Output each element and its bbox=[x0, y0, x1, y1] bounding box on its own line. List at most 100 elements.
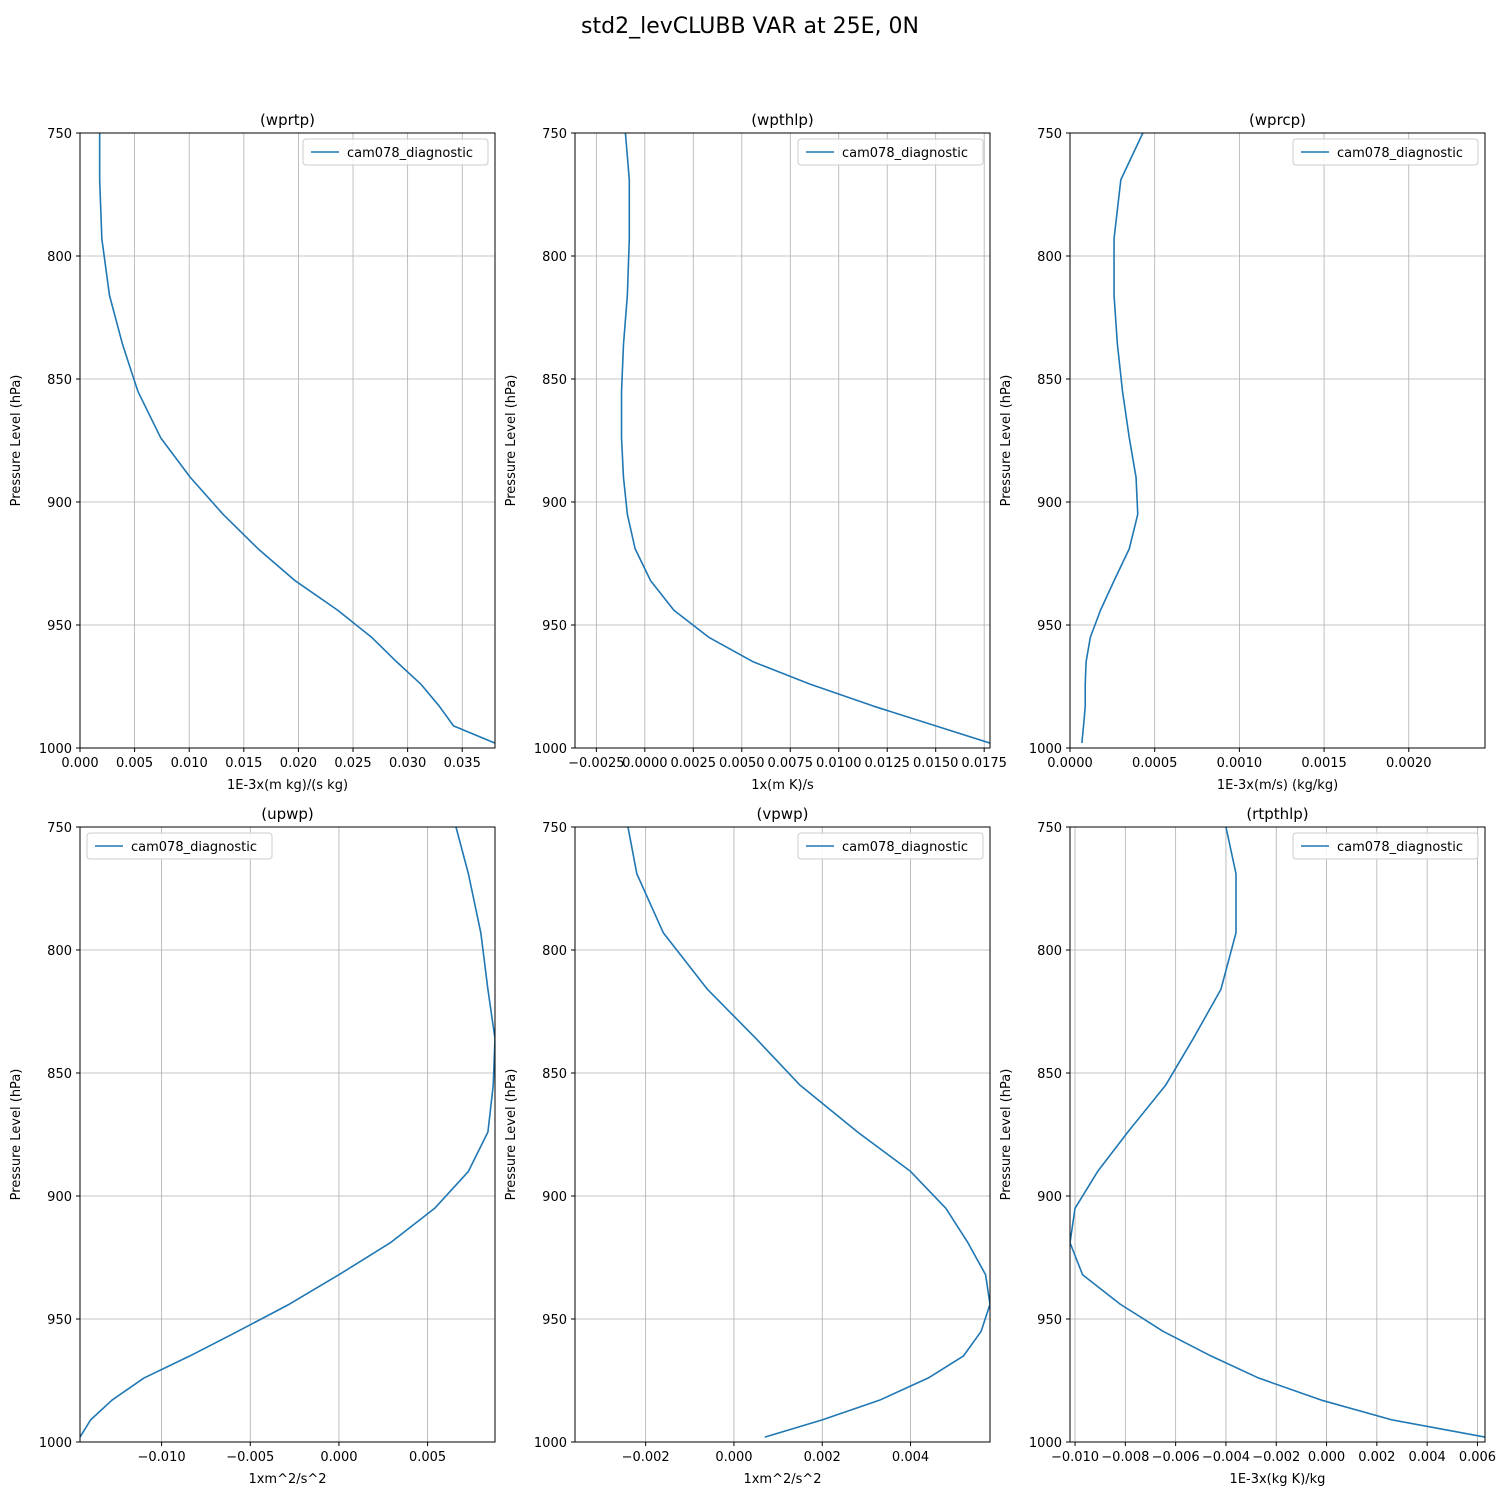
series-line-1 bbox=[1081, 133, 1144, 744]
x-tick-label: 0.035 bbox=[444, 756, 481, 771]
y-tick-label: 750 bbox=[1037, 821, 1062, 836]
y-tick-label: 1000 bbox=[1029, 1436, 1062, 1451]
plot-frame bbox=[79, 132, 496, 749]
y-tick-label: 950 bbox=[47, 1313, 72, 1328]
y-tick-label: 800 bbox=[47, 250, 72, 265]
y-tick-label: 750 bbox=[47, 821, 72, 836]
y-tick-label: 850 bbox=[1037, 1067, 1062, 1082]
x-tick-label: 0.020 bbox=[280, 756, 317, 771]
series-line-1 bbox=[620, 133, 990, 744]
x-tick-label: −0.008 bbox=[1101, 1450, 1149, 1465]
plot-frame bbox=[1069, 826, 1486, 1443]
x-tick-label: 0.0175 bbox=[961, 756, 1007, 771]
legend: cam078_diagnostic bbox=[797, 138, 984, 166]
subplot-title: (wprcp) bbox=[1249, 111, 1306, 129]
x-tick-label: 0.005 bbox=[409, 1450, 446, 1465]
y-axis-label: Pressure Level (hPa) bbox=[9, 1069, 24, 1201]
y-tick-label: 950 bbox=[542, 619, 567, 634]
plot-frame bbox=[1069, 132, 1486, 749]
x-tick-label: 0.030 bbox=[389, 756, 426, 771]
subplot-6: −0.010 −0.008 −0.006 −0.004 −0.002 0.000 0.002… bbox=[999, 805, 1496, 1487]
x-tick-label: 0.006 bbox=[1459, 1450, 1496, 1465]
x-tick-label: 0.0100 bbox=[816, 756, 862, 771]
x-tick-label: −0.002 bbox=[1252, 1450, 1300, 1465]
y-tick-label: 750 bbox=[542, 127, 567, 142]
y-tick-label: 850 bbox=[542, 373, 567, 388]
x-axis-label: 1E-3x(kg K)/kg bbox=[1230, 1472, 1326, 1487]
x-tick-label: −0.005 bbox=[226, 1450, 274, 1465]
y-tick-label: 800 bbox=[1037, 944, 1062, 959]
subplot-3: 0.0000 0.0005 0.0010 0.0015 0.0020 750 800 850 9… bbox=[999, 111, 1486, 793]
plot-frame bbox=[79, 826, 496, 1443]
plot-frame bbox=[574, 132, 991, 749]
y-tick-label: 950 bbox=[1037, 619, 1062, 634]
y-tick-label: 900 bbox=[47, 1190, 72, 1205]
x-tick-label: 0.0000 bbox=[1047, 756, 1093, 771]
y-axis-label: Pressure Level (hPa) bbox=[999, 375, 1014, 507]
x-tick-label: 0.0075 bbox=[768, 756, 814, 771]
series-line-1 bbox=[98, 133, 495, 744]
y-tick-label: 850 bbox=[542, 1067, 567, 1082]
x-tick-label: 0.0020 bbox=[1386, 756, 1432, 771]
x-tick-label: 0.004 bbox=[892, 1450, 929, 1465]
x-axis-label: 1E-3x(m kg)/(s kg) bbox=[227, 778, 348, 793]
y-tick-label: 750 bbox=[47, 127, 72, 142]
x-tick-label: 0.002 bbox=[1358, 1450, 1395, 1465]
x-tick-label: 0.000 bbox=[320, 1450, 357, 1465]
series-line-1 bbox=[627, 827, 990, 1438]
x-tick-label: 0.0000 bbox=[622, 756, 668, 771]
x-axis-label: 1E-3x(m/s) (kg/kg) bbox=[1217, 778, 1338, 793]
y-axis-label: Pressure Level (hPa) bbox=[9, 375, 24, 507]
x-tick-label: −0.010 bbox=[1051, 1450, 1099, 1465]
y-tick-label: 750 bbox=[542, 821, 567, 836]
x-tick-label: 0.000 bbox=[1308, 1450, 1345, 1465]
y-tick-label: 1000 bbox=[534, 742, 567, 757]
x-tick-label: 0.0005 bbox=[1132, 756, 1178, 771]
x-tick-label: 0.015 bbox=[225, 756, 262, 771]
subplot-title: (upwp) bbox=[261, 805, 314, 823]
y-tick-label: 900 bbox=[1037, 496, 1062, 511]
x-tick-label: 0.005 bbox=[116, 756, 153, 771]
x-tick-label: 0.0050 bbox=[719, 756, 765, 771]
y-tick-label: 1000 bbox=[39, 1436, 72, 1451]
series-line-1 bbox=[80, 827, 495, 1438]
subplot-1: 0.000 0.005 0.010 0.015 0.020 0.025 0.030 0.035… bbox=[9, 111, 496, 793]
legend-box bbox=[1292, 138, 1479, 166]
y-tick-label: 850 bbox=[47, 1067, 72, 1082]
legend: cam078_diagnostic bbox=[86, 832, 273, 860]
legend: cam078_diagnostic bbox=[302, 138, 489, 166]
y-tick-label: 750 bbox=[1037, 127, 1062, 142]
x-tick-label: 0.000 bbox=[61, 756, 98, 771]
x-tick-label: −0.0025 bbox=[568, 756, 624, 771]
x-tick-label: 0.0150 bbox=[913, 756, 959, 771]
subplot-title: (wpthlp) bbox=[751, 111, 814, 129]
x-axis-label: 1x(m K)/s bbox=[751, 778, 814, 793]
legend-box bbox=[797, 832, 984, 860]
y-tick-label: 900 bbox=[47, 496, 72, 511]
y-tick-label: 1000 bbox=[534, 1436, 567, 1451]
legend-box bbox=[86, 832, 273, 860]
x-tick-label: 0.010 bbox=[171, 756, 208, 771]
legend-box bbox=[1292, 832, 1479, 860]
x-tick-label: 0.0010 bbox=[1217, 756, 1263, 771]
legend-label: cam078_diagnostic bbox=[347, 146, 473, 161]
x-tick-label: −0.004 bbox=[1202, 1450, 1250, 1465]
y-axis-label: Pressure Level (hPa) bbox=[999, 1069, 1014, 1201]
subplot-title: (wprtp) bbox=[260, 111, 315, 129]
subplot-title: (rtpthlp) bbox=[1246, 805, 1308, 823]
legend-label: cam078_diagnostic bbox=[1337, 840, 1463, 855]
legend: cam078_diagnostic bbox=[797, 832, 984, 860]
x-tick-label: 0.0015 bbox=[1301, 756, 1347, 771]
y-tick-label: 800 bbox=[542, 944, 567, 959]
y-tick-label: 900 bbox=[542, 496, 567, 511]
x-tick-label: 0.0125 bbox=[864, 756, 910, 771]
x-tick-label: 0.004 bbox=[1409, 1450, 1446, 1465]
legend-box bbox=[302, 138, 489, 166]
y-axis-label: Pressure Level (hPa) bbox=[504, 375, 519, 507]
y-tick-label: 900 bbox=[542, 1190, 567, 1205]
plot-frame bbox=[574, 826, 991, 1443]
series-line-1 bbox=[1070, 827, 1485, 1438]
x-tick-label: 0.025 bbox=[334, 756, 371, 771]
